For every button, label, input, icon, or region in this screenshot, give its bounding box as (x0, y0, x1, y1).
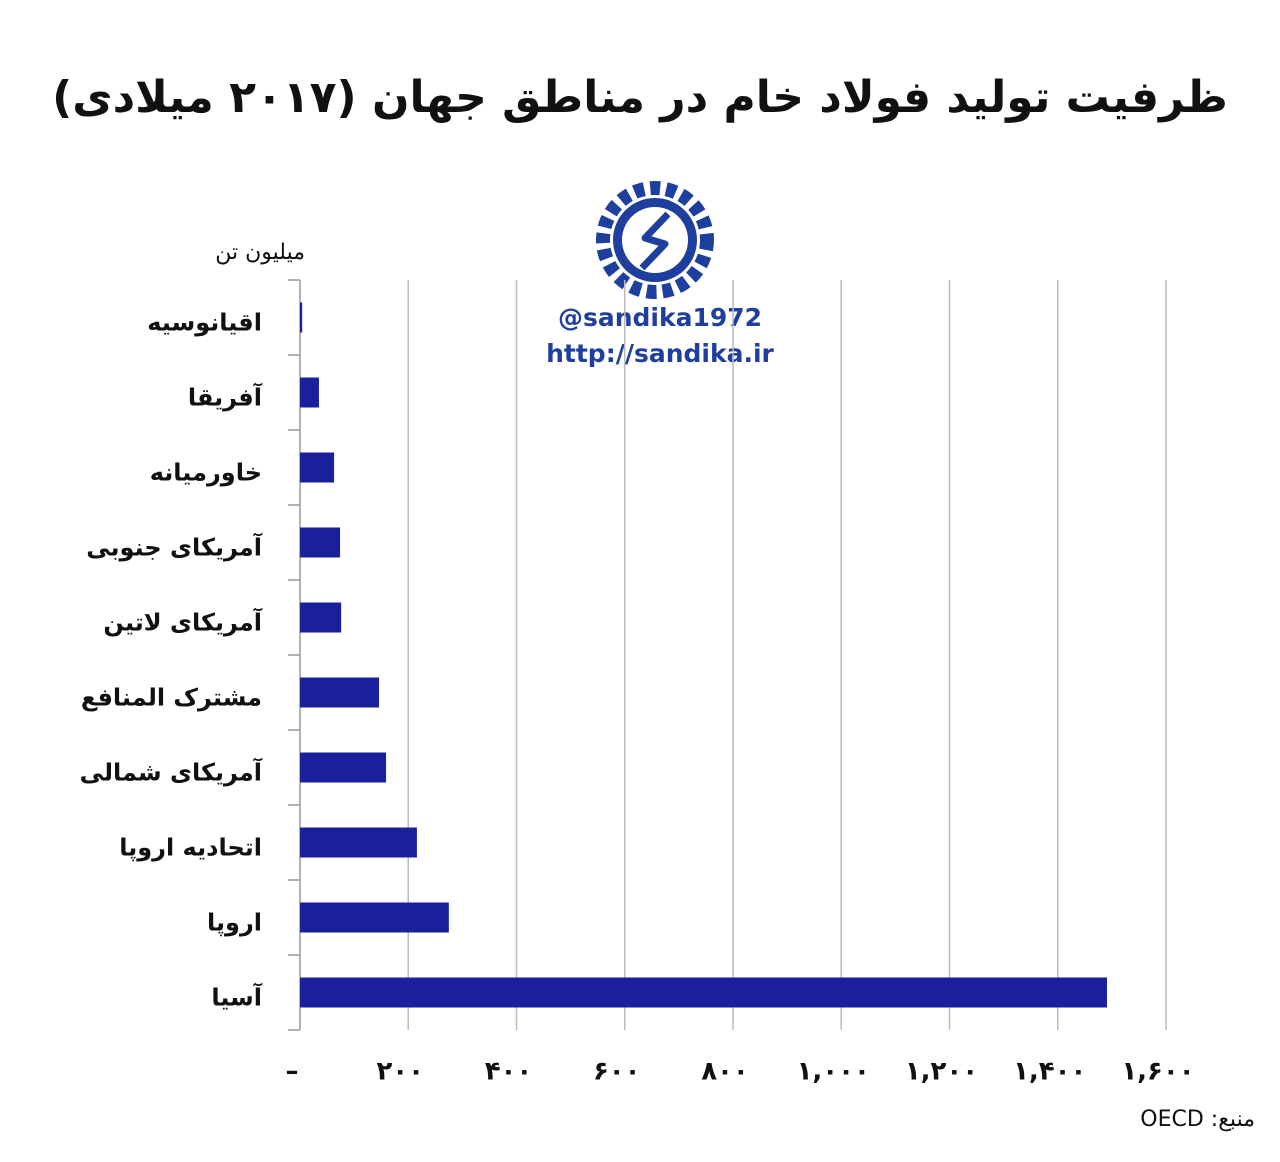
x-tick-label: ۱,۴۰۰ (1013, 1057, 1086, 1087)
x-tick-label: ۱,۶۰۰ (1121, 1057, 1194, 1087)
x-tick-label: ۶۰۰ (593, 1057, 641, 1087)
y-tick-label: اروپا (207, 909, 262, 937)
chart-title: ظرفیت تولید فولاد خام در مناطق جهان (۲۰۱… (52, 72, 1228, 123)
x-tick-label: ۱,۰۰۰ (797, 1057, 870, 1087)
logo (596, 181, 714, 299)
bar (300, 827, 417, 858)
y-tick-label: آفریقا (188, 383, 263, 412)
x-tick-label: ۱,۲۰۰ (905, 1057, 978, 1087)
x-tick-label: ۲۰۰ (376, 1057, 424, 1087)
y-tick-label: مشترک المنافع (81, 684, 262, 712)
source: منبع: OECD (1140, 1107, 1255, 1132)
y-tick-label: آمریکای جنوبی (86, 533, 263, 562)
unit-label: میلیون تن (215, 240, 305, 265)
bar (300, 527, 341, 558)
x-tick-label: – (286, 1057, 299, 1087)
x-tick-label: ۴۰۰ (485, 1057, 533, 1087)
bar (300, 302, 303, 333)
logo-mark (639, 211, 671, 271)
y-tick-label: آسیا (211, 983, 262, 1012)
bar (300, 377, 319, 408)
bar (300, 752, 387, 783)
bar (300, 602, 342, 633)
y-tick-label: آمریکای شمالی (80, 758, 263, 787)
bar (300, 902, 449, 933)
watermark: @sandika1972 (558, 303, 762, 332)
y-tick-label: آمریکای لاتین (103, 608, 262, 637)
bar (300, 677, 380, 708)
y-tick-label: خاورمیانه (150, 459, 262, 487)
bar (300, 977, 1108, 1008)
x-tick-label: ۸۰۰ (701, 1057, 749, 1087)
y-tick-label: اتحادیه اروپا (119, 834, 262, 862)
bar (300, 452, 335, 483)
logo-gear (596, 181, 714, 299)
watermark: http://sandika.ir (546, 339, 774, 368)
y-tick-label: اقیانوسیه (147, 309, 262, 337)
